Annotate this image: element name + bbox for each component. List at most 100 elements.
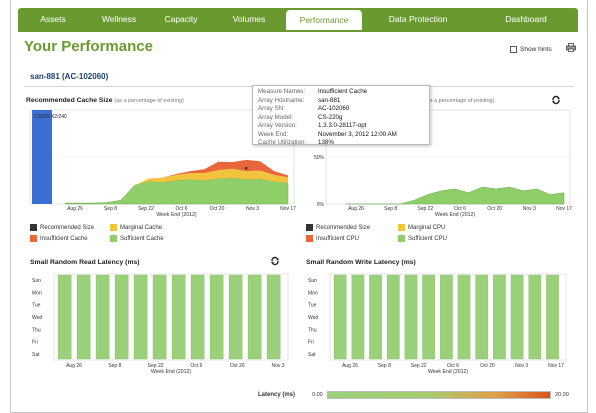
x-tick-label: Oct 20 [480, 363, 495, 369]
area-series[interactable] [346, 186, 565, 205]
recommended-size-marker[interactable] [244, 166, 248, 170]
tab-wellness[interactable]: Wellness [101, 14, 137, 24]
x-tick-label: Nov 17 [280, 206, 296, 212]
heatmap-column[interactable] [475, 274, 489, 360]
tooltip-key: Array Hostname: [258, 96, 305, 104]
legend-item: Marginal CPU [398, 224, 445, 231]
refresh-icon[interactable] [270, 256, 280, 266]
heatmap-column[interactable] [386, 274, 400, 360]
legend-item: Sufficient CPU [398, 235, 447, 242]
heatmap-column[interactable] [351, 274, 365, 360]
legend-label: Marginal CPU [408, 224, 446, 231]
x-tick-label: Aug 26 [348, 206, 364, 212]
read-latency-heatmap[interactable]: Sun Mon Tue Wed Thu Fri Sat Aug 26 Sep 8 Sep 22 Oc… [30, 270, 296, 380]
read-latency-title: Small Random Read Latency (ms) [30, 259, 140, 266]
heatmap-column[interactable] [133, 274, 148, 360]
heatmap-column[interactable] [114, 274, 129, 360]
tooltip-row: Array Version: 1.3.3.0-28117-opt [258, 122, 424, 131]
legend-item: Marginal Cache [110, 224, 162, 231]
heatmap-column[interactable] [76, 274, 91, 360]
x-axis-label: Week End (2012) [435, 212, 476, 218]
tooltip-value: CS-220g [318, 113, 343, 121]
legend-label: Sufficient CPU [408, 235, 447, 242]
tab-performance[interactable]: Performance [286, 10, 362, 30]
tooltip-row: Cache Utilization: 138% [258, 139, 424, 148]
latency-color-scale [327, 391, 551, 399]
show-hints-toggle[interactable]: Show hints [510, 46, 552, 53]
nav-underline [18, 30, 578, 32]
write-latency-title: Small Random Write Latency (ms) [306, 259, 416, 266]
day-label: Fri [32, 340, 38, 346]
heatmap-column[interactable] [528, 274, 542, 360]
x-axis-label: Week End (2012) [156, 212, 197, 218]
array-name: san-881 (AC-102060) [30, 72, 109, 81]
heatmap-column[interactable] [190, 274, 205, 360]
cpu-chart-subtitle: (as a percentage of existing) [425, 98, 495, 104]
day-label: Thu [308, 327, 317, 333]
tooltip-key: Cache Utilization: [258, 139, 307, 146]
day-label: Mon [32, 290, 42, 296]
cpu-chart-title: (as a percentage of existing) [425, 97, 494, 104]
heatmap-column[interactable] [209, 274, 224, 360]
tab-data-protection[interactable]: Data Protection [388, 14, 448, 24]
legend-label: Insufficient CPU [316, 235, 359, 242]
tab-volumes[interactable]: Volumes [232, 14, 266, 24]
legend-item: Insufficient CPU [306, 235, 359, 242]
legend-swatch [398, 224, 405, 231]
cache-chart-title: Recommended Cache Size (as a percentage … [26, 97, 184, 104]
refresh-icon[interactable] [551, 95, 561, 105]
legend-label: Insufficient Cache [40, 235, 88, 242]
area-series[interactable] [65, 168, 288, 204]
heatmap-column[interactable] [171, 274, 186, 360]
cache-chart-subtitle: (as a percentage of existing) [114, 98, 184, 104]
x-axis-label: Week End (2012) [151, 369, 192, 375]
tab-assets[interactable]: Assets [40, 14, 66, 24]
cache-legend: Recommended Size Marginal Cache Insuffic… [30, 224, 300, 246]
show-hints-checkbox[interactable] [510, 46, 517, 53]
heatmap-column[interactable] [422, 274, 435, 360]
tab-dashboard[interactable]: Dashboard [505, 14, 547, 24]
tooltip-row: Array SN: AC-102060 [258, 105, 424, 114]
x-tick-label: Sep 22 [411, 363, 427, 369]
y-tick-label: 50% [314, 155, 325, 161]
tooltip-key: Measure Names: [258, 88, 306, 95]
tab-capacity[interactable]: Capacity [164, 14, 198, 24]
legend-item: Insufficient Cache [30, 235, 88, 242]
legend-swatch [306, 224, 313, 231]
legend-label: Marginal Cache [120, 224, 163, 231]
heatmap-column[interactable] [457, 274, 471, 360]
heatmap-column[interactable] [247, 274, 262, 360]
selected-array-bar[interactable] [32, 110, 52, 204]
heatmap-column[interactable] [510, 274, 524, 360]
heatmap-column[interactable] [57, 274, 72, 360]
heatmap-column[interactable] [546, 274, 559, 360]
heatmap-column[interactable] [333, 274, 347, 360]
tooltip-row: Array Hostname: san-881 [258, 97, 424, 106]
main-nav: Assets Wellness Capacity Volumes Perform… [18, 8, 578, 30]
heatmap-column[interactable] [440, 274, 453, 360]
heatmap-column[interactable] [266, 274, 281, 360]
legend-label: Sufficient Cache [120, 235, 164, 242]
heatmap-column[interactable] [493, 274, 506, 360]
show-hints-label: Show hints [520, 46, 552, 53]
heatmap-column[interactable] [152, 274, 167, 360]
heatmap-column[interactable] [228, 274, 243, 360]
x-tick-label: Oct 20 [487, 206, 502, 212]
tooltip-row: Measure Names: Insufficient Cache [258, 88, 424, 97]
print-icon[interactable] [566, 43, 576, 52]
legend-swatch [398, 235, 405, 242]
legend-swatch [30, 224, 37, 231]
tooltip-value: 138% [318, 139, 334, 146]
area-series[interactable] [64, 177, 289, 205]
tooltip-value: 1.3.3.0-28117-opt [318, 122, 367, 129]
heatmap-column[interactable] [369, 274, 382, 360]
heatmap-column[interactable] [404, 274, 418, 360]
write-latency-heatmap[interactable]: Sun Mon Tue Wed Thu Fri Sat Aug 26 Sep 8 Sep 22 Oc… [306, 270, 574, 380]
latency-scale-max: 20.00 [555, 392, 569, 398]
day-label: Fri [308, 340, 314, 346]
latency-scale-min: 0.00 [312, 392, 323, 398]
day-label: Sat [32, 352, 40, 358]
heatmap-column[interactable] [95, 274, 110, 360]
